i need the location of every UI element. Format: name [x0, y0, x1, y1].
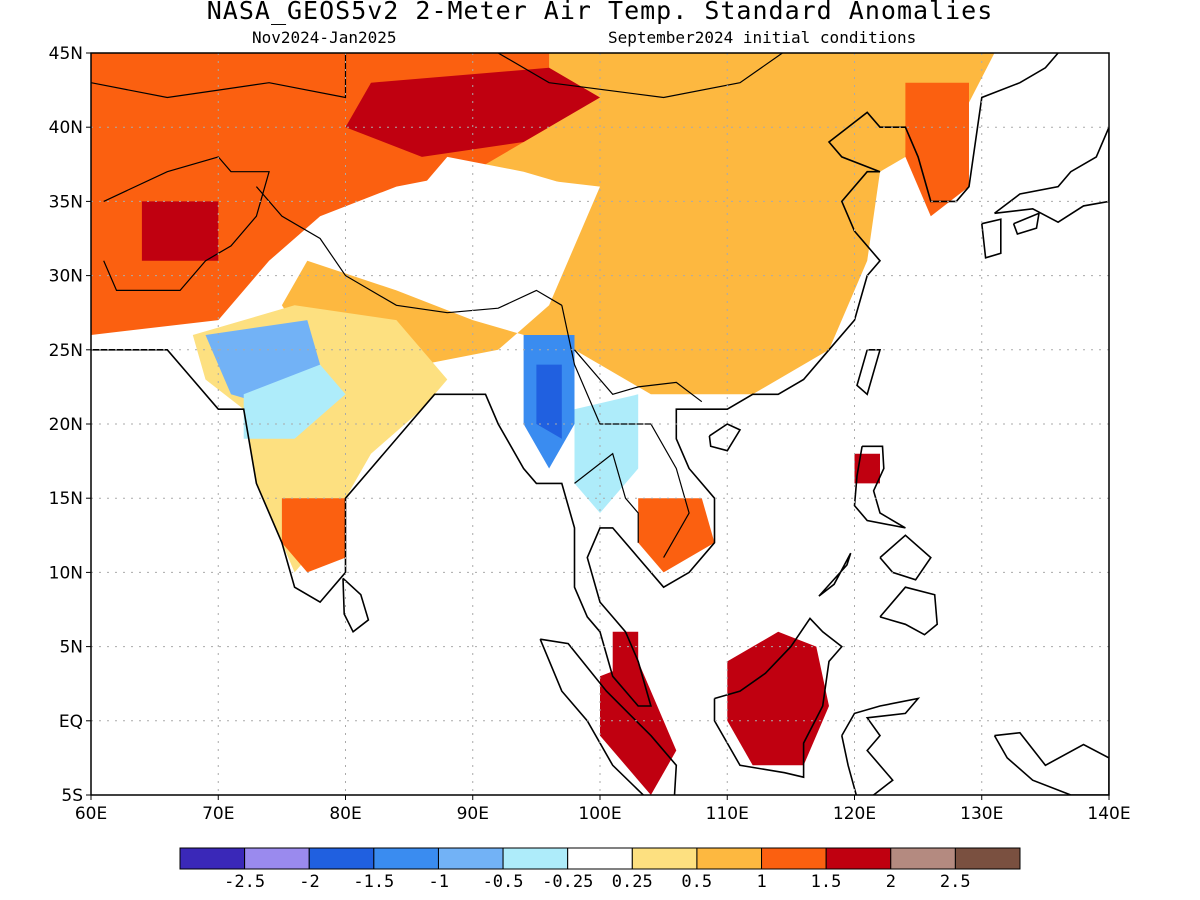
anomaly-region-n-china-white	[421, 156, 575, 202]
anomaly-region-china-mongolia-warm	[281, 53, 995, 395]
lat-label: 15N	[49, 489, 83, 509]
coastline-shikoku	[1012, 212, 1041, 235]
anomaly-region-se-asia-light-cold	[574, 394, 639, 513]
colorbar-tick-label: 0.25	[611, 872, 653, 892]
coastline-south-asia-coast	[91, 53, 1059, 707]
lon-label: 130E	[960, 804, 1003, 824]
colorbar-tick-label: -2	[299, 872, 320, 892]
colorbar-swatch	[631, 847, 698, 870]
colorbar	[179, 847, 1021, 870]
colorbar-swatch	[244, 847, 310, 870]
coastline-sulawesi	[841, 697, 921, 795]
coastline-palawan	[818, 552, 852, 597]
colorbar-tick-label: 2.5	[939, 872, 971, 892]
border-himalaya-border	[255, 186, 563, 314]
lat-label: 10N	[49, 563, 83, 583]
colorbar-tick-label: -1.5	[353, 872, 395, 892]
anomaly-region-luzon-warm	[854, 453, 880, 484]
colorbar-tick-label: 0.5	[681, 872, 713, 892]
colorbar-swatch	[825, 847, 892, 870]
coastline-taiwan	[856, 348, 882, 396]
lat-label: 35N	[49, 192, 83, 212]
colorbar-swatch	[502, 847, 569, 870]
lon-label: 110E	[706, 804, 749, 824]
colorbar-swatch	[954, 847, 1021, 870]
border-indochina-border	[561, 305, 690, 558]
coastline-honshu	[994, 126, 1109, 224]
coastline-sri-lanka	[342, 577, 370, 634]
coastline-borneo	[713, 617, 843, 779]
colorbar-swatch	[437, 847, 504, 870]
border-afghan-border	[103, 156, 270, 291]
latitude-labels: 45N 40N 35N 30N 25N 20N 15N 10N 5N EQ 5S	[49, 44, 91, 806]
colorbar-tick-label: 1	[756, 872, 767, 892]
initial-conditions: September2024 initial conditions	[608, 28, 917, 47]
longitude-labels: 60E 70E 80E 90E 100E 110E 120E 130E 140E	[75, 795, 1131, 824]
colorbar-swatch	[567, 847, 633, 870]
colorbar-swatch	[373, 847, 439, 870]
lat-label: 5N	[59, 638, 83, 658]
border-mongolia-border	[496, 53, 784, 99]
colorbar-tick-label: -1	[428, 872, 449, 892]
colorbar-tick-label: -2.5	[224, 872, 266, 892]
coastline-luzon	[853, 445, 906, 529]
lon-label: 100E	[578, 804, 621, 824]
colorbar-tick-label: 2	[885, 872, 897, 892]
anomaly-region-malaysia-warm	[612, 631, 639, 677]
anomaly-region-iran-core	[141, 201, 219, 261]
anomaly-region-korea-warm	[905, 82, 969, 217]
coastline-layer	[91, 53, 1109, 795]
lon-label: 90E	[457, 804, 489, 824]
map-title: NASA_GEOS5v2 2-Meter Air Temp. Standard …	[206, 0, 994, 25]
anomaly-region-india-cold-light	[243, 364, 346, 439]
lat-label: 40N	[49, 118, 83, 138]
border-kazakh-border	[91, 53, 347, 99]
colorbar-tick-label: -0.25	[542, 872, 594, 892]
border-china-sea-border	[574, 349, 703, 403]
coastline-new-guinea	[993, 731, 1109, 795]
lon-label: 60E	[75, 804, 107, 824]
colorbar-swatch	[696, 847, 763, 870]
colorbar-swatch	[761, 847, 827, 870]
coastline-mindanao	[879, 586, 939, 636]
lat-label: EQ	[59, 712, 83, 732]
lat-label: 30N	[49, 267, 83, 287]
colorbar-tick-label: -0.5	[482, 872, 524, 892]
anomaly-region-sumatra-warm	[600, 661, 677, 795]
anomaly-region-myanmar-cold-core	[536, 364, 562, 439]
anomaly-region-borneo-warm	[727, 631, 829, 766]
lat-lon-grid	[91, 53, 1109, 795]
colorbar-swatch	[308, 847, 375, 870]
lat-label: 25N	[49, 341, 83, 361]
colorbar-swatch	[890, 847, 956, 870]
border-thai-border	[574, 452, 639, 543]
colorbar-tick-label: 1.5	[810, 872, 842, 892]
lon-label: 140E	[1087, 804, 1130, 824]
coastline-sumatra	[539, 638, 678, 795]
coastline-hainan	[708, 423, 742, 452]
border-layer	[91, 53, 784, 558]
lon-label: 80E	[329, 804, 361, 824]
lat-label: 20N	[49, 415, 83, 435]
lat-label: 45N	[49, 44, 83, 64]
anomaly-fill-layer	[91, 53, 995, 795]
coastline-kyushu	[981, 218, 1002, 259]
lat-label: 5S	[61, 786, 83, 806]
anomaly-region-mongolia-core	[345, 67, 600, 157]
colorbar-swatch	[179, 847, 246, 870]
anomaly-region-south-india-warm	[281, 498, 346, 573]
forecast-period: Nov2024-Jan2025	[252, 28, 397, 47]
coastline-visayas	[879, 534, 932, 581]
lon-label: 70E	[202, 804, 234, 824]
lon-label: 120E	[833, 804, 876, 824]
